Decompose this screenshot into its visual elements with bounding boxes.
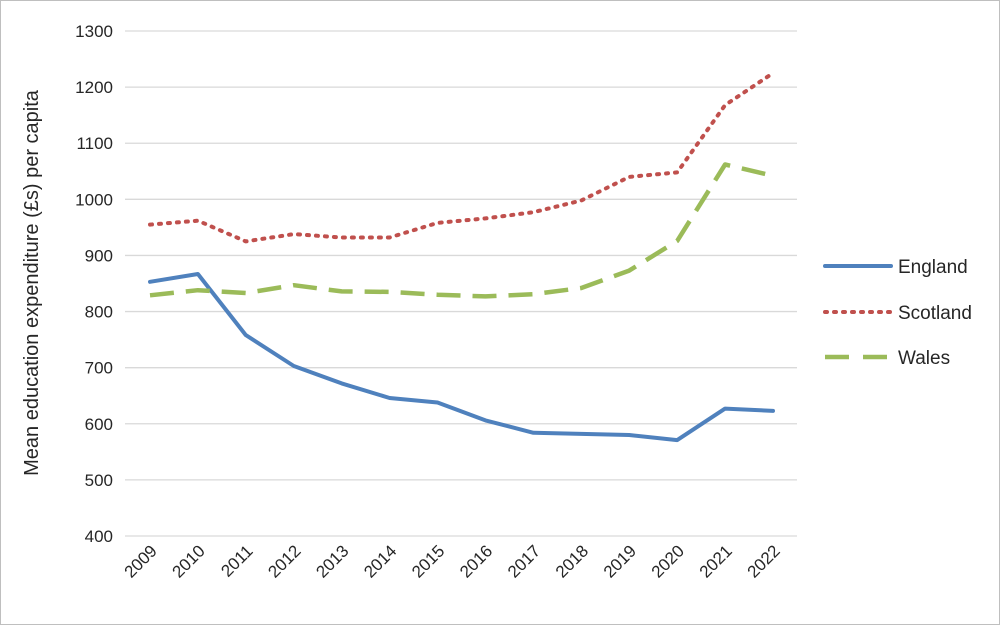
legend-label-wales: Wales [898,348,950,369]
y-tick-label: 600 [85,415,113,434]
x-tick-label: 2020 [648,541,688,581]
x-tick-label: 2017 [504,541,544,581]
series-line-scotland [148,71,775,244]
legend-label-england: England [898,257,968,278]
series-line-england [148,272,775,443]
y-tick-label: 800 [85,303,113,322]
y-tick-label: 1200 [75,78,113,97]
x-tick-label: 2016 [456,541,496,581]
x-tick-label: 2014 [360,541,400,581]
legend: England Scotland Wales [823,257,972,369]
y-tick-label: 900 [85,246,113,265]
x-tick-label: 2022 [744,541,784,581]
x-tick-label: 2018 [552,541,592,581]
x-tick-label: 2015 [408,541,448,581]
y-axis-ticks: 400 500 600 700 800 900 1000 1100 1200 1300 [75,22,113,546]
x-tick-label: 2021 [696,541,736,581]
y-tick-label: 400 [85,527,113,546]
series-lines [148,71,775,443]
y-tick-label: 1100 [76,134,113,153]
y-tick-label: 500 [85,471,113,490]
y-tick-label: 700 [85,359,113,378]
x-tick-label: 2019 [600,541,640,581]
x-tick-label: 2010 [169,541,209,581]
y-tick-label: 1300 [75,22,113,41]
x-tick-label: 2009 [121,541,161,581]
gridlines [125,30,797,537]
x-tick-label: 2013 [312,541,352,581]
y-axis-title: Mean education expenditure (£s) per capi… [21,89,43,476]
y-tick-label: 1000 [75,190,113,209]
x-tick-label: 2012 [264,541,304,581]
x-tick-label: 2011 [217,541,256,580]
x-axis-ticks: 2009 2010 2011 2012 2013 2014 2015 2016 2017 2018… [121,541,784,581]
legend-label-scotland: Scotland [898,303,972,324]
series-line-wales [149,162,774,299]
